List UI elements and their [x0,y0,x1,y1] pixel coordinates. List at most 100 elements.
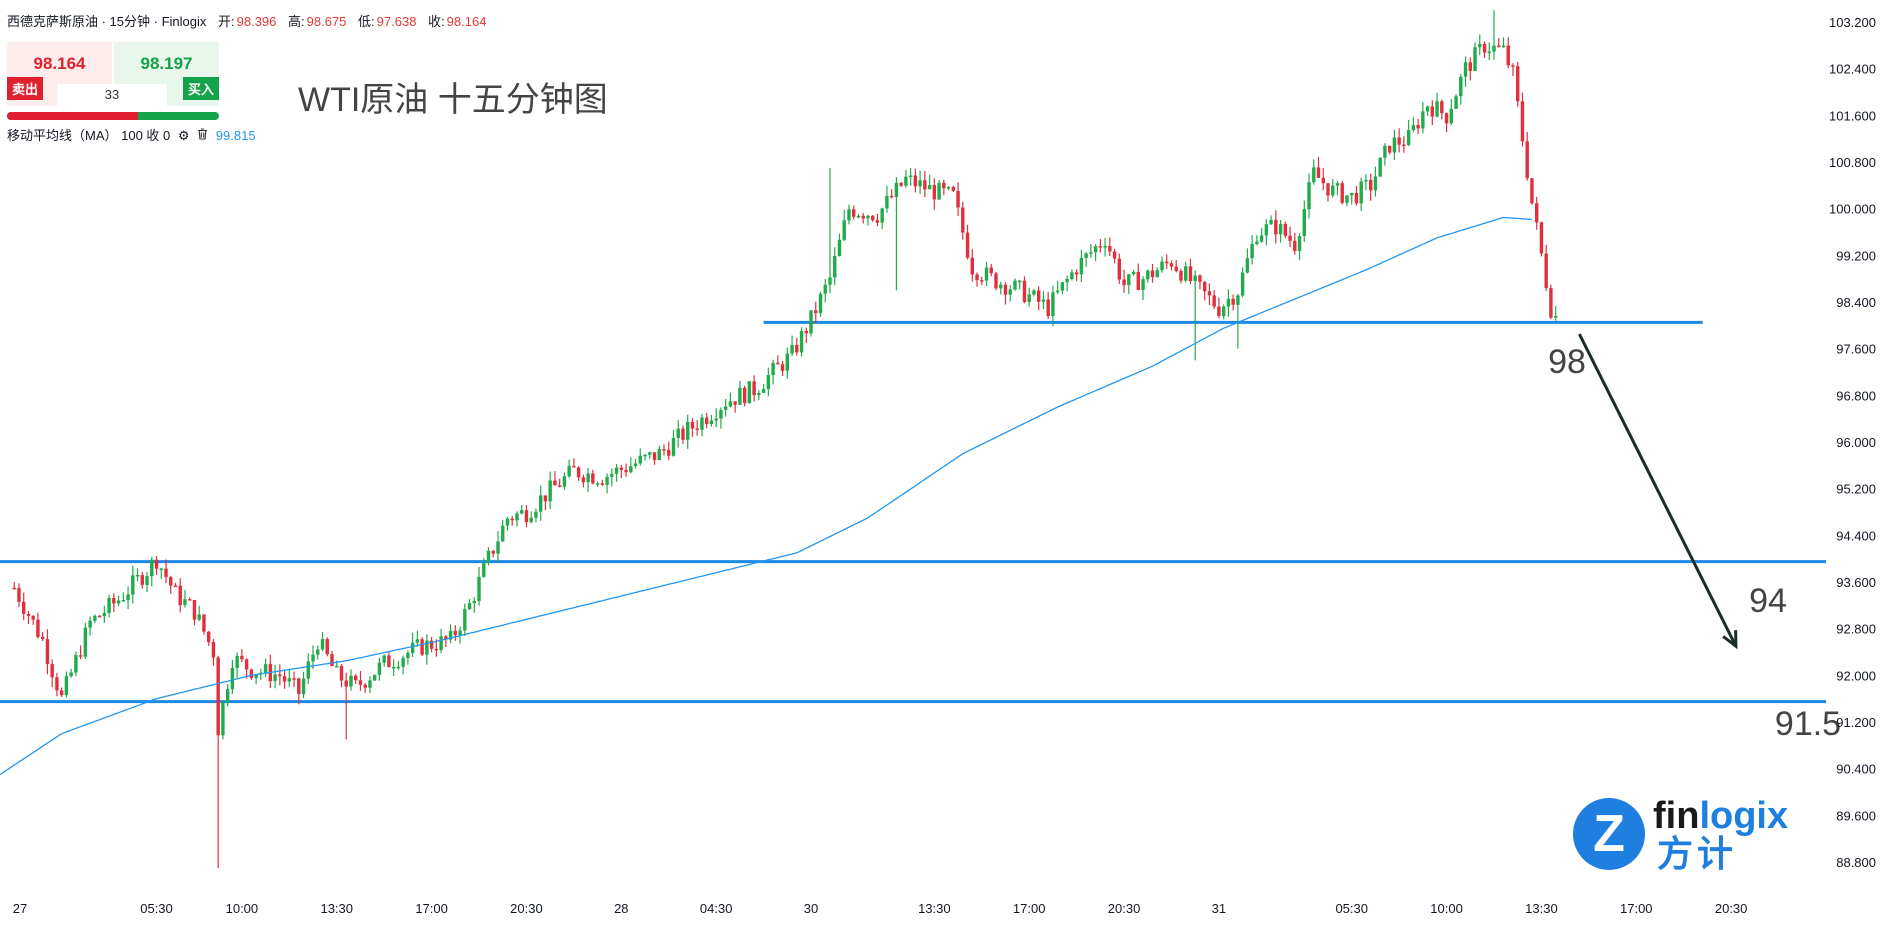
candle [1525,132,1529,181]
candle [776,355,780,365]
price-tick-label: 99.200 [1836,248,1876,263]
candle [1070,269,1074,281]
candle [463,603,467,637]
candle [538,485,543,521]
candle [648,451,652,460]
candle [899,182,903,187]
candle [923,171,927,198]
indicator-legend: 移动平均线（MA） 100 收 0 ⚙ 99.815 [7,125,256,144]
forecast-arrow[interactable] [1578,333,1738,650]
candle [486,547,491,566]
logo-word-blue: logix [1699,795,1789,837]
low-value: 97.638 [376,14,417,29]
candle [444,634,448,648]
candle [354,673,358,684]
trade-panel: 98.164 卖出 98.197 买入 33 [7,42,219,106]
candle [78,645,83,660]
candle [349,669,353,691]
candle [576,466,581,481]
candle [240,649,244,663]
candle [1487,42,1491,61]
candle [951,185,956,193]
candle [382,654,386,667]
candle [870,215,875,222]
gear-icon[interactable]: ⚙ [177,128,190,143]
candle [1150,264,1155,283]
candle [804,327,808,344]
candle [1231,294,1235,311]
candle [1169,260,1174,271]
time-tick-label: 31 [1212,901,1226,916]
candle [562,472,567,490]
candle [244,658,249,679]
candle [553,470,557,486]
candle [1411,117,1416,133]
candle [1022,276,1027,304]
candle [676,420,680,448]
candle [263,658,268,678]
candles-layer [12,10,1558,868]
candle [169,575,173,594]
candle [1136,263,1140,291]
logo-mark: Z [1573,798,1645,870]
candle [1236,293,1240,349]
candle [211,638,216,666]
candle [942,179,946,196]
candle [316,645,320,660]
candle [700,413,704,437]
candle [330,650,334,667]
candle [17,583,21,608]
candle [453,625,458,641]
finlogix-logo: Z finlogix 方计 [1573,796,1788,876]
candle [1288,226,1292,248]
candle [1373,166,1378,197]
candle [107,594,111,618]
price-tick-label: 96.800 [1836,388,1876,403]
candle [221,701,225,740]
forecast-arrow-layer [1578,333,1738,650]
candle [757,390,761,401]
candle [406,650,410,665]
time-tick-label: 28 [614,901,628,916]
candle [1544,244,1548,292]
candle [230,659,235,694]
candle [505,516,510,531]
candle [747,381,752,404]
candle [785,347,790,379]
logo-wordmark: finlogix [1653,796,1788,836]
candle [1387,145,1392,155]
candle [529,511,533,524]
candle [1240,267,1245,298]
candle [1444,112,1449,132]
candle [761,383,766,394]
close-label: 收: [428,14,445,29]
candle [206,631,211,646]
high-label: 高: [288,14,305,29]
candle [88,616,92,636]
candle [1368,173,1373,201]
candle [135,568,140,582]
time-tick-label: 13:30 [320,901,353,916]
candle [1165,254,1169,269]
candle [93,614,97,624]
indicator-value: 99.815 [215,128,256,143]
trash-icon[interactable] [197,128,208,143]
price-tick-label: 95.200 [1836,482,1876,497]
candle [439,628,443,654]
candle [472,597,476,613]
candle [50,659,54,688]
candle [999,281,1003,295]
candle [671,429,676,457]
candle [425,634,429,665]
candle [1060,281,1065,295]
price-tick-label: 94.400 [1836,528,1876,543]
time-tick-label: 17:00 [1620,901,1653,916]
candle [534,508,538,523]
candle [1188,258,1193,284]
candle [833,247,837,286]
moving-average-layer [0,216,1532,776]
candle [828,167,832,294]
candle [197,605,201,622]
candle [799,327,804,357]
